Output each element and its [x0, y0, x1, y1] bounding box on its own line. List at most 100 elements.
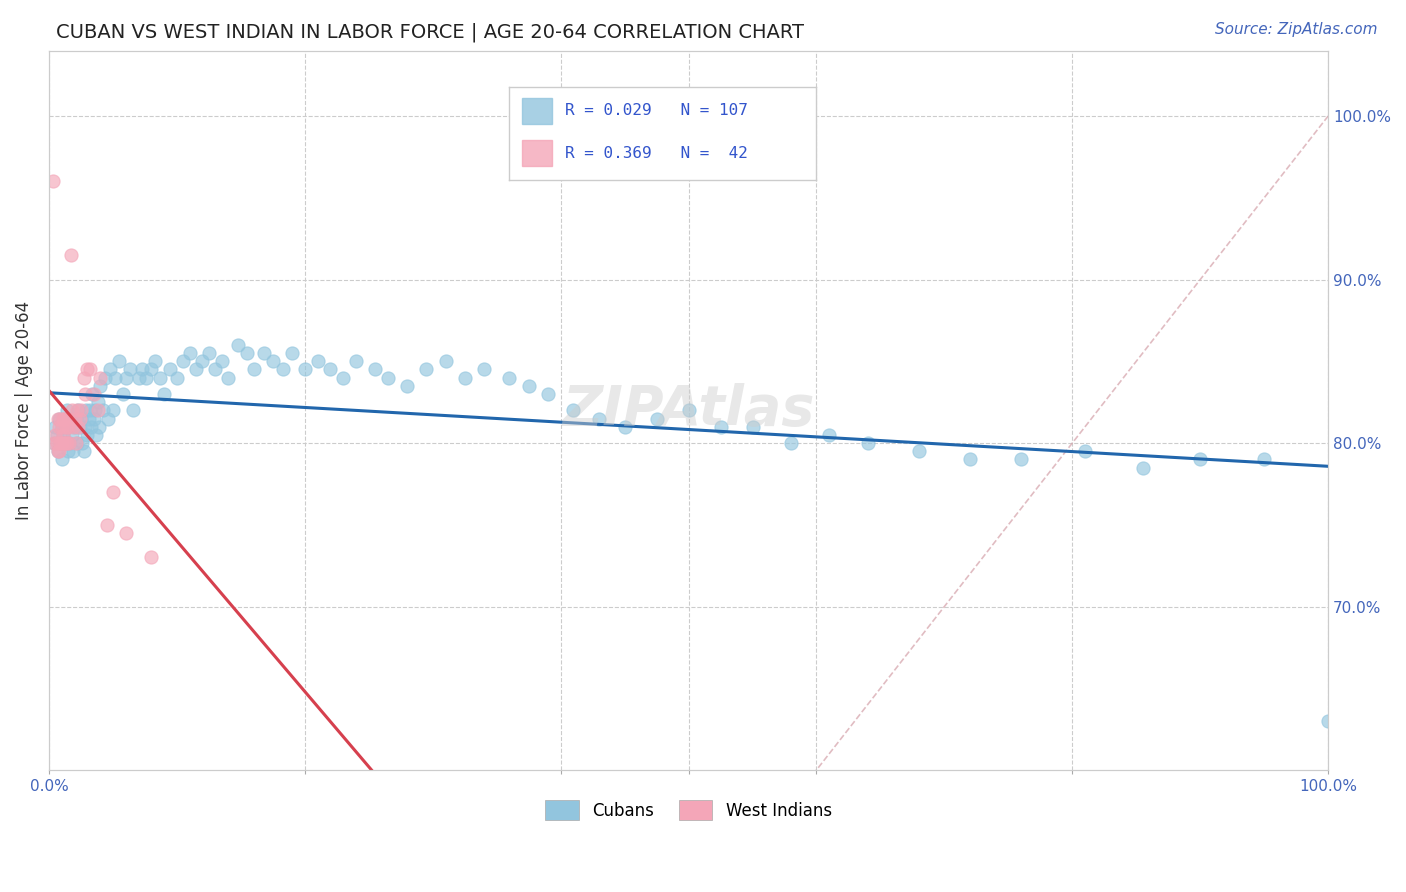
Point	[62, 444, 84, 458]
Point	[45, 436, 67, 450]
Point	[48, 419, 70, 434]
Point	[226, 338, 249, 352]
Point	[108, 354, 131, 368]
Point	[83, 387, 105, 401]
Point	[1317, 714, 1340, 728]
Point	[959, 452, 981, 467]
Point	[613, 419, 636, 434]
Point	[434, 354, 457, 368]
Text: ZIPAtlas: ZIPAtlas	[562, 384, 814, 437]
Point	[537, 387, 560, 401]
Point	[141, 550, 163, 565]
Point	[58, 436, 80, 450]
Point	[128, 370, 150, 384]
Y-axis label: In Labor Force | Age 20-64: In Labor Force | Age 20-64	[15, 301, 32, 520]
Point	[159, 362, 181, 376]
Point	[281, 346, 304, 360]
Point	[46, 444, 69, 458]
Point	[131, 362, 153, 376]
Point	[52, 428, 75, 442]
Point	[396, 379, 419, 393]
Point	[75, 403, 97, 417]
Point	[217, 370, 239, 384]
Point	[645, 411, 668, 425]
Point	[48, 444, 70, 458]
Point	[73, 419, 96, 434]
Point	[55, 411, 77, 425]
Point	[211, 354, 233, 368]
Point	[69, 411, 91, 425]
Point	[415, 362, 437, 376]
Point	[364, 362, 387, 376]
Point	[101, 403, 124, 417]
Point	[84, 403, 107, 417]
Point	[56, 403, 79, 417]
Point	[86, 395, 108, 409]
Point	[184, 362, 207, 376]
Point	[780, 436, 803, 450]
Point	[114, 370, 136, 384]
Point	[72, 444, 94, 458]
Point	[62, 419, 84, 434]
Point	[76, 362, 98, 376]
Point	[69, 419, 91, 434]
Point	[67, 403, 90, 417]
Point	[135, 370, 157, 384]
Point	[53, 436, 76, 450]
Point	[55, 419, 77, 434]
Point	[56, 419, 79, 434]
Point	[294, 362, 316, 376]
Point	[63, 411, 86, 425]
Point	[49, 436, 72, 450]
Point	[818, 428, 841, 442]
Point	[262, 354, 284, 368]
Point	[42, 174, 65, 188]
Text: Source: ZipAtlas.com: Source: ZipAtlas.com	[1215, 22, 1378, 37]
Point	[562, 403, 585, 417]
Point	[179, 346, 201, 360]
Point	[59, 411, 82, 425]
Point	[517, 379, 540, 393]
Point	[76, 428, 98, 442]
Point	[86, 403, 108, 417]
Point	[89, 370, 111, 384]
Point	[741, 419, 763, 434]
Point	[51, 419, 73, 434]
Point	[66, 436, 89, 450]
Point	[79, 362, 101, 376]
Point	[94, 370, 117, 384]
Point	[101, 485, 124, 500]
Point	[58, 436, 80, 450]
Point	[1253, 452, 1275, 467]
Point	[52, 411, 75, 425]
Point	[72, 370, 94, 384]
Point	[100, 362, 122, 376]
Point	[454, 370, 477, 384]
Point	[319, 362, 342, 376]
Point	[51, 452, 73, 467]
Point	[60, 403, 83, 417]
Point	[1010, 452, 1032, 467]
Point	[56, 436, 79, 450]
Point	[709, 419, 731, 434]
Point	[87, 419, 110, 434]
Point	[1132, 460, 1154, 475]
Point	[91, 403, 114, 417]
Point	[79, 403, 101, 417]
Point	[56, 419, 79, 434]
Point	[42, 436, 65, 450]
Point	[63, 419, 86, 434]
Point	[60, 428, 83, 442]
Point	[70, 411, 93, 425]
Point	[166, 370, 188, 384]
Point	[112, 387, 135, 401]
Point	[70, 436, 93, 450]
Point	[53, 436, 76, 450]
Point	[49, 436, 72, 450]
Point	[45, 428, 67, 442]
Point	[104, 370, 127, 384]
Point	[678, 403, 700, 417]
Point	[172, 354, 194, 368]
Point	[82, 387, 104, 401]
Legend: Cubans, West Indians: Cubans, West Indians	[538, 794, 838, 826]
